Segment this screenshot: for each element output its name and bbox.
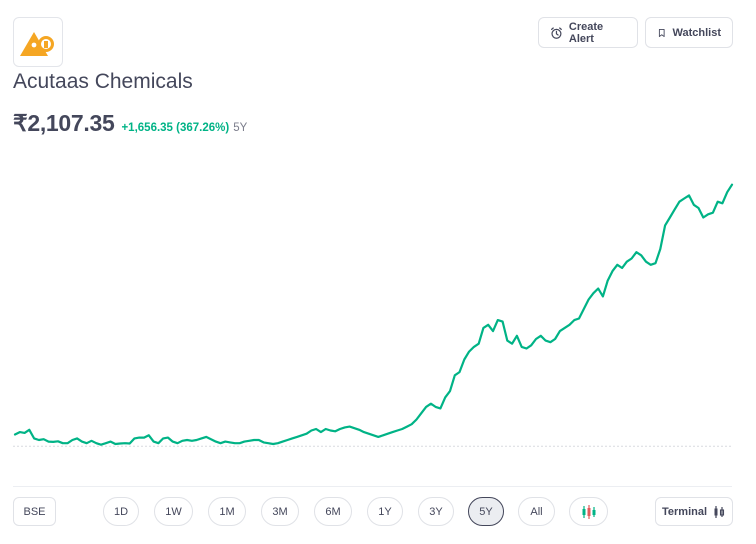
watchlist-button[interactable]: Watchlist xyxy=(645,17,733,48)
divider xyxy=(13,486,732,487)
range-3y-button[interactable]: 3Y xyxy=(418,497,454,526)
create-alert-label: Create Alert xyxy=(568,20,604,45)
exchange-selector[interactable]: BSE xyxy=(13,497,56,526)
range-1m-button[interactable]: 1M xyxy=(208,497,246,526)
price-chart[interactable] xyxy=(0,150,756,480)
candlestick-icon xyxy=(582,504,595,519)
price-line-series xyxy=(13,183,734,446)
range-6m-button[interactable]: 6M xyxy=(314,497,352,526)
change-period: 5Y xyxy=(233,122,248,134)
candlestick-icon xyxy=(714,505,725,518)
price-row: ₹2,107.35 +1,656.35 (367.26%) 5Y xyxy=(13,110,247,137)
company-logo xyxy=(13,17,63,67)
chart-type-button[interactable] xyxy=(569,497,608,526)
terminal-label: Terminal xyxy=(661,505,708,518)
range-5y-button[interactable]: 5Y xyxy=(468,497,504,526)
create-alert-button[interactable]: Create Alert xyxy=(538,17,638,48)
stock-price: ₹2,107.35 xyxy=(13,110,115,136)
range-all-button[interactable]: All xyxy=(518,497,555,526)
range-1w-button[interactable]: 1W xyxy=(154,497,193,526)
range-1d-button[interactable]: 1D xyxy=(103,497,139,526)
alarm-clock-icon xyxy=(551,26,562,39)
range-1y-button[interactable]: 1Y xyxy=(367,497,403,526)
terminal-button[interactable]: Terminal xyxy=(655,497,733,526)
bookmark-icon xyxy=(658,28,665,37)
acutaas-logo-icon xyxy=(20,32,54,56)
range-3m-button[interactable]: 3M xyxy=(261,497,299,526)
watchlist-label: Watchlist xyxy=(672,26,722,39)
price-change: +1,656.35 (367.26%) xyxy=(121,122,230,134)
stock-name: Acutaas Chemicals xyxy=(13,70,193,93)
